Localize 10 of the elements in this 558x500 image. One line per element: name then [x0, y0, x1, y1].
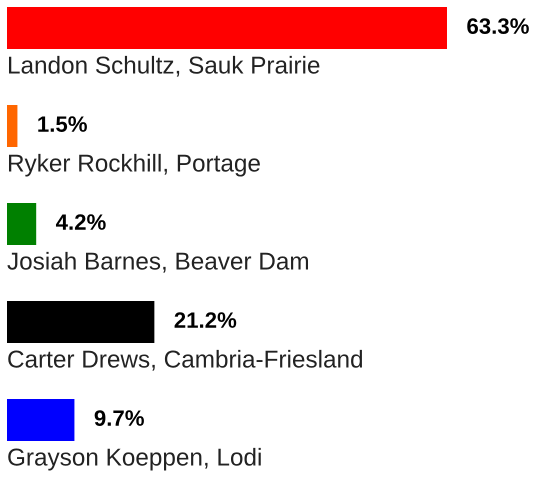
data-label: 21.2%: [174, 312, 236, 328]
y-tick-label: Carter Drews, Cambria-Friesland: [8, 350, 362, 371]
y-tick-label: Josiah Barnes, Beaver Dam: [7, 252, 308, 273]
y-tick-label: Ryker Rockhill, Portage: [8, 154, 260, 177]
data-label: 63.3%: [467, 18, 529, 34]
y-tick-label: Landon Schultz, Sauk Prairie: [8, 56, 320, 77]
data-label: 1.5%: [38, 116, 87, 132]
data-label: 9.7%: [94, 410, 144, 426]
data-label: 4.2%: [56, 214, 106, 230]
y-tick-label: Grayson Koeppen, Lodi: [8, 448, 261, 471]
